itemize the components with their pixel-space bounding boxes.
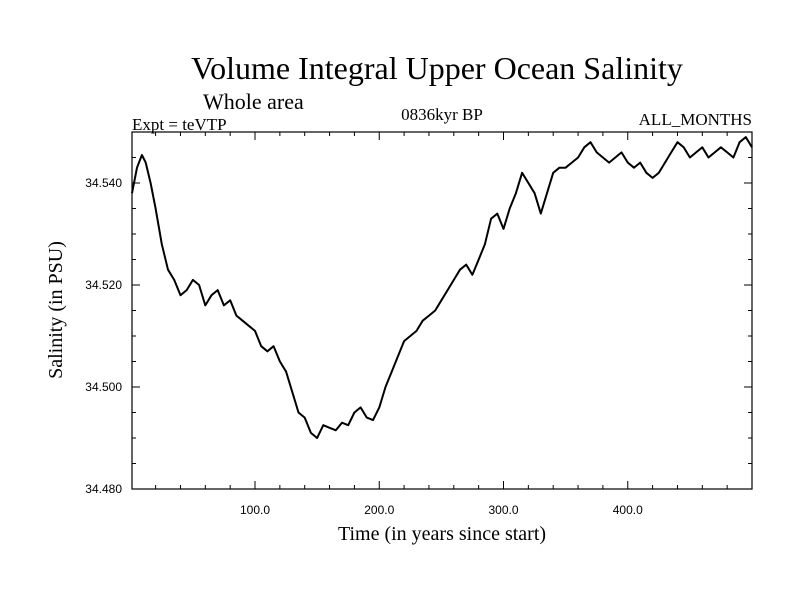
- y-tick-label: 34.520: [85, 278, 122, 292]
- months-label: ALL_MONTHS: [638, 110, 752, 129]
- y-tick-label: 34.540: [85, 176, 122, 190]
- chart-subtitle: Whole area: [203, 89, 304, 114]
- axis-tick-labels: 100.0 200.0 300.0 400.0 34.480 34.500 34.520 34…: [85, 176, 643, 517]
- x-axis-label: Time (in years since start): [338, 523, 546, 545]
- axis-ticks: [132, 132, 752, 489]
- period-label: 0836kyr BP: [401, 105, 483, 124]
- salinity-series-line: [131, 136, 753, 439]
- chart-title: Volume Integral Upper Ocean Salinity: [191, 50, 683, 86]
- x-tick-label: 200.0: [364, 503, 394, 517]
- x-tick-label: 300.0: [488, 503, 518, 517]
- experiment-label: Expt = teVTP: [132, 115, 227, 134]
- y-tick-label: 34.500: [85, 380, 122, 394]
- y-tick-label: 34.480: [85, 482, 122, 496]
- y-axis-label: Salinity (in PSU): [45, 241, 67, 379]
- x-tick-label: 400.0: [613, 503, 643, 517]
- x-tick-label: 100.0: [240, 503, 270, 517]
- plot-frame: [131, 131, 753, 490]
